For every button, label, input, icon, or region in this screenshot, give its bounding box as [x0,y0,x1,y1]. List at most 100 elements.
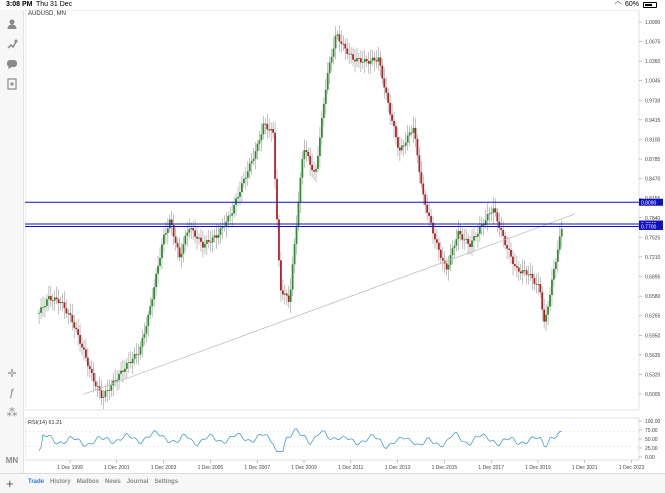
candle-body [319,137,321,156]
candle-body [338,34,341,42]
candle-body [254,151,257,159]
candle-body [125,362,128,369]
candle-body [90,368,93,373]
price-chart[interactable]: 1.0990 1.0675 1.0360 1.0045 0.9730 0.9415 0.91… [24,9,665,473]
candle-body [373,57,376,61]
account-icon[interactable] [4,16,20,32]
candle-body [367,61,370,64]
crosshair-tool-icon[interactable]: ✛ [7,367,17,380]
candle-body [276,178,278,220]
candle-body [281,290,284,295]
rsi-axis-label: 0.00 [645,455,655,461]
chart-symbol-label: AUDUSD, MN [28,11,67,17]
candle-body [553,268,555,280]
candle-body [432,222,434,234]
status-date: Thu 31 Dec [36,1,73,8]
candle-body [71,315,74,323]
candle-body [434,233,436,240]
objects-tool-icon[interactable]: ⁂ [6,406,18,419]
candle-body [75,327,78,330]
candle-body [229,215,232,217]
date-axis-label: 1 Dec 2007 [244,465,270,471]
tab-history[interactable]: History [50,479,71,485]
candle-body [241,183,243,193]
price-axis-label: 0.7840 [645,216,661,222]
candle-body [451,248,454,256]
candle-body [108,390,111,392]
candle-body [186,232,189,236]
date-axis-label: 1 Dec 2017 [478,465,504,471]
candle-body [420,172,423,184]
candle-body [414,127,417,139]
candle-body [348,53,351,55]
candle-body [92,372,95,382]
tab-news[interactable]: News [105,479,121,485]
candle-body [118,373,120,380]
price-axis-label: 0.5005 [645,392,661,398]
candle-body [264,123,267,125]
candle-body [358,58,360,59]
tab-list: Trade History Mailbox News Journal Setti… [28,479,178,485]
candle-body [467,238,470,244]
add-icon[interactable]: + [6,476,14,491]
candle-body [40,307,42,313]
candle-body [342,43,345,45]
candle-body [387,92,390,103]
candle-body [324,89,327,104]
battery-percent: 60% [624,1,639,8]
candle-body [172,225,175,237]
candle-body [558,236,561,250]
new-order-icon[interactable] [4,76,20,92]
candle-body [375,60,378,62]
tab-settings[interactable]: Settings [154,479,179,485]
tab-journal[interactable]: Journal [126,479,149,485]
price-axis-label: 1.0990 [645,20,661,26]
candle-body [65,308,68,314]
candle-body [412,127,415,133]
candle-body [221,226,224,229]
candle-body [346,48,349,54]
candle-body [469,243,471,247]
candle-body [69,313,72,316]
date-axis-label: 1 Dec 2003 [151,465,177,471]
candle-body [508,248,510,250]
candle-body [422,183,425,195]
candle-body [299,177,302,203]
chat-icon[interactable] [4,56,20,72]
candle-body [459,230,462,235]
level-tag-label: 0.7700 [641,224,657,230]
candle-body [486,214,489,221]
candle-body [395,126,397,138]
candle-body [112,380,115,386]
candle-body [313,170,315,172]
timeframe-button[interactable]: MN [5,455,19,465]
candle-body [42,307,44,309]
candle-body [371,57,374,61]
candle-body [519,271,522,274]
candle-body [381,65,384,79]
candle-body [504,235,507,246]
candle-body [278,219,280,261]
candle-body [336,34,339,36]
price-axis-label: 0.5320 [645,372,661,378]
candle-body [137,354,140,356]
candle-body [307,151,310,157]
candle-body [79,334,81,344]
tab-mailbox[interactable]: Mailbox [76,479,100,485]
candle-body [398,147,401,151]
candle-body [539,284,542,293]
candle-body [506,245,509,249]
candle-body [383,78,386,88]
candle-body [473,236,475,241]
indicator-tool-icon[interactable]: ƒ [8,387,16,399]
candle-body [120,370,122,374]
candle-body [311,164,314,171]
candle-body [139,346,142,355]
candle-body [437,242,440,250]
candle-body [397,137,399,148]
candle-body [404,142,407,146]
candle-body [159,257,161,266]
tab-trade[interactable]: Trade [28,479,45,485]
chart-area[interactable]: 1.0990 1.0675 1.0360 1.0045 0.9730 0.9415 0.91… [24,9,665,473]
quotes-icon[interactable] [4,36,20,52]
